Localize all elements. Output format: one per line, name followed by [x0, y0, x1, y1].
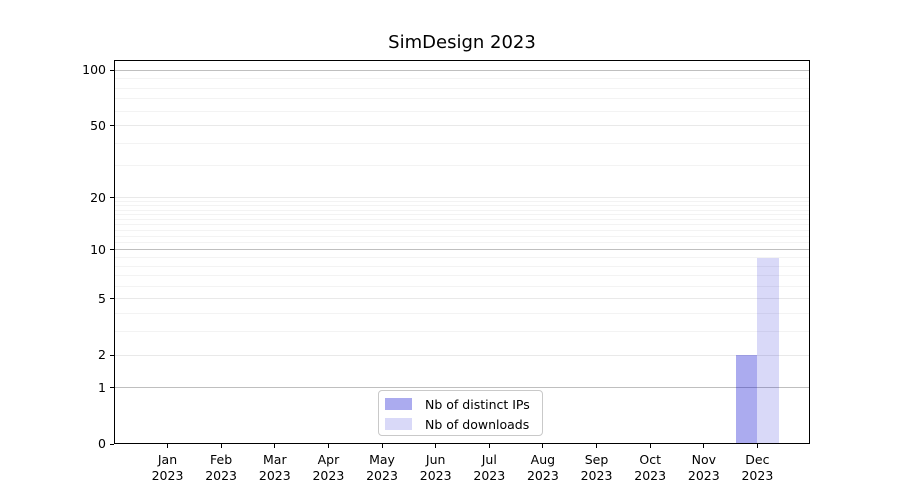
x-tick-label: May 2023: [366, 452, 398, 483]
y-tick-label: 100: [82, 62, 106, 78]
y-tick-label: 0: [98, 436, 106, 451]
gridline-minor: [115, 257, 809, 259]
legend-entry-distinct-ips: Nb of distinct IPs: [379, 394, 542, 414]
gridline-minor: [115, 209, 809, 211]
legend-label-distinct-ips: Nb of distinct IPs: [425, 396, 530, 412]
gridline: [115, 298, 809, 300]
chart-title: SimDesign 2023: [388, 32, 536, 53]
gridline-major: [115, 249, 809, 251]
x-tick-label: Jun 2023: [419, 452, 452, 483]
gridline-minor: [115, 265, 809, 267]
y-tick-mark: [110, 69, 114, 71]
x-tick-label: Jan 2023: [151, 452, 184, 483]
gridline-major: [115, 387, 809, 389]
gridline-minor: [115, 87, 809, 89]
bar-nb-of-downloads-dec-2023: [757, 257, 779, 443]
x-tick-mark: [542, 444, 544, 448]
x-tick-label: Apr 2023: [312, 452, 345, 483]
x-tick-mark: [435, 444, 437, 448]
y-tick-label: 50: [90, 117, 106, 133]
gridline-minor: [115, 285, 809, 287]
gridline-minor: [115, 275, 809, 277]
x-tick-mark: [703, 444, 705, 448]
bar-nb-of-distinct-ips-dec-2023: [735, 355, 758, 443]
x-tick-mark: [220, 444, 222, 448]
y-tick-mark: [110, 197, 114, 198]
y-tick-label: 10: [90, 241, 106, 257]
legend-label-downloads: Nb of downloads: [425, 416, 530, 432]
gridline-minor: [115, 214, 809, 216]
x-tick-label: Oct 2023: [634, 452, 667, 483]
gridline-minor: [115, 110, 809, 112]
y-tick-mark: [110, 443, 114, 445]
gridline-minor: [115, 142, 809, 144]
gridline: [115, 125, 809, 127]
gridline-major: [115, 69, 809, 71]
x-tick-mark: [274, 444, 276, 448]
x-tick-mark: [327, 444, 329, 448]
x-tick-label: Mar 2023: [258, 452, 291, 483]
x-tick-label: Aug 2023: [526, 452, 559, 483]
y-tick-label: 20: [90, 189, 106, 205]
gridline-minor: [115, 219, 809, 220]
x-tick-mark: [381, 444, 383, 448]
y-tick-mark: [110, 298, 114, 300]
legend-entry-downloads: Nb of downloads: [379, 414, 542, 434]
gridline-minor: [115, 331, 809, 333]
y-tick-label: 1: [98, 379, 106, 395]
gridline-minor: [115, 242, 809, 244]
gridline-minor: [115, 229, 809, 231]
legend-swatch-downloads: [385, 418, 412, 430]
legend-swatch-distinct-ips: [385, 398, 412, 410]
y-tick-mark: [110, 249, 114, 251]
x-tick-label: Jul 2023: [473, 452, 506, 483]
gridline: [115, 197, 809, 198]
gridline-minor: [115, 78, 809, 80]
y-tick-mark: [110, 354, 114, 356]
x-tick-label: Feb 2023: [205, 452, 237, 483]
legend: Nb of distinct IPs Nb of downloads: [378, 390, 543, 436]
y-tick-mark: [110, 387, 114, 389]
x-tick-label: Sep 2023: [580, 452, 613, 483]
x-tick-label: Nov 2023: [687, 452, 720, 483]
x-tick-mark: [649, 444, 651, 448]
gridline-minor: [115, 224, 809, 226]
x-tick-mark: [596, 444, 597, 448]
x-tick-mark: [488, 444, 490, 448]
plot-area: [114, 60, 810, 444]
y-tick-label: 5: [98, 290, 106, 306]
x-tick-mark: [167, 444, 168, 448]
gridline-minor: [115, 165, 809, 167]
y-tick-label: 2: [98, 347, 106, 362]
gridline-minor: [115, 205, 809, 207]
gridline-minor: [115, 200, 809, 202]
y-tick-mark: [110, 125, 114, 127]
gridline-minor: [115, 235, 809, 237]
x-tick-label: Dec 2023: [741, 452, 774, 483]
gridline: [115, 354, 809, 356]
gridline-minor: [115, 313, 809, 315]
x-tick-mark: [756, 444, 758, 448]
gridline-minor: [115, 98, 809, 100]
